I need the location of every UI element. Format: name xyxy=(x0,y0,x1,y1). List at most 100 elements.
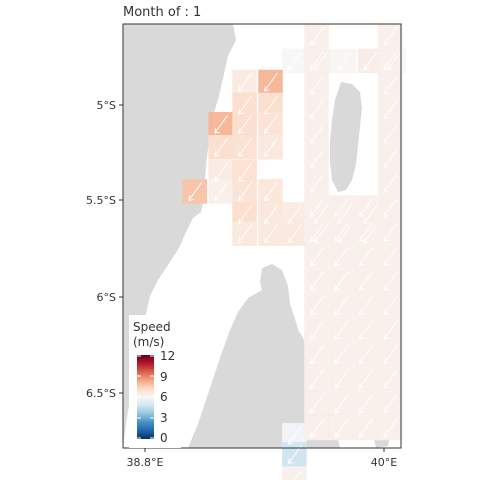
wind-arrow xyxy=(358,222,373,242)
x-tick-label: 38.8°E xyxy=(127,456,164,469)
map-title: Month of : 1 xyxy=(123,5,201,20)
wind-arrow xyxy=(383,369,398,389)
wind-arrow xyxy=(383,75,398,95)
wind-arrow xyxy=(238,72,252,92)
wind-arrow xyxy=(358,345,373,365)
wind-arrow xyxy=(263,114,278,134)
wind-arrow xyxy=(287,51,302,71)
legend-label: 9 xyxy=(160,370,168,384)
wind-arrow xyxy=(383,247,398,267)
wind-arrow xyxy=(358,198,373,218)
wind-arrow xyxy=(363,51,378,71)
y-tick-label: 5.5°S xyxy=(86,194,116,207)
wind-arrow xyxy=(334,296,349,316)
wind-arrow xyxy=(309,149,324,169)
map-panel xyxy=(122,23,407,480)
wind-arrow xyxy=(309,124,324,144)
wind-arrow xyxy=(334,345,349,365)
wind-arrow xyxy=(238,137,252,157)
wind-arrow xyxy=(363,205,378,225)
legend-label: 0 xyxy=(160,431,168,445)
wind-arrow xyxy=(358,247,373,267)
wind-arrow xyxy=(358,296,373,316)
wind-arrow xyxy=(309,394,324,414)
wind-arrow xyxy=(363,224,378,244)
wind-arrow xyxy=(309,345,324,365)
wind-arrow xyxy=(334,247,349,267)
wind-arrow xyxy=(383,149,398,169)
wind-arrow xyxy=(238,114,252,134)
wind-arrow xyxy=(383,222,398,242)
wind-arrow xyxy=(309,51,324,71)
legend-label: 3 xyxy=(160,411,168,425)
wind-arrow xyxy=(287,224,302,244)
wind-arrow xyxy=(383,198,398,218)
wind-arrow xyxy=(238,182,252,201)
wind-arrow xyxy=(238,162,252,182)
wind-arrow xyxy=(383,51,398,71)
y-tick-label: 6.5°S xyxy=(86,387,116,400)
x-axis: 38.8°E 40°E xyxy=(127,448,397,469)
wind-arrow xyxy=(358,418,373,438)
wind-arrow xyxy=(238,205,252,225)
wind-arrow xyxy=(309,247,324,267)
wind-arrow xyxy=(309,369,324,389)
wind-arrow xyxy=(309,271,324,291)
wind-arrow xyxy=(287,425,302,445)
legend-label: 6 xyxy=(160,390,168,404)
wind-arrow xyxy=(309,418,324,438)
wind-arrow xyxy=(263,137,278,157)
wind-arrow xyxy=(263,224,278,244)
legend-colorbar xyxy=(137,355,154,439)
x-tick-label: 40°E xyxy=(371,456,397,469)
wind-arrow xyxy=(313,51,328,71)
wind-arrow xyxy=(358,320,373,340)
wind-arrow xyxy=(309,26,324,46)
wind-arrow xyxy=(263,72,278,92)
speed-legend: Speed (m/s) 12 xyxy=(129,315,181,448)
wind-arrow xyxy=(383,418,398,438)
y-axis: 5°S 5.5°S 6°S 6.5°S xyxy=(86,99,123,400)
wind-arrow xyxy=(387,51,402,71)
zanzibar-island-land xyxy=(260,264,306,388)
wind-arrow xyxy=(293,470,302,480)
wind-arrow xyxy=(263,95,278,115)
wind-arrow xyxy=(287,205,302,225)
wind-arrow xyxy=(214,162,229,182)
wind-arrow xyxy=(214,137,229,157)
wind-arrow xyxy=(334,198,349,218)
wind-arrow xyxy=(309,173,324,193)
wind-arrow xyxy=(383,345,398,365)
wind-direction-arrows xyxy=(188,26,402,480)
wind-arrow xyxy=(238,95,252,115)
wind-arrow xyxy=(263,182,278,201)
legend-label: 12 xyxy=(160,349,175,363)
y-tick-label: 6°S xyxy=(97,291,116,304)
wind-arrow xyxy=(309,100,324,120)
wind-arrow xyxy=(337,205,352,225)
wind-arrow xyxy=(334,418,349,438)
legend-title-line1: Speed xyxy=(133,320,171,334)
wind-arrow xyxy=(214,182,229,201)
wind-arrow xyxy=(309,75,324,95)
southern-coast-land xyxy=(188,288,340,448)
wind-arrow xyxy=(383,26,398,46)
wind-arrow xyxy=(313,224,328,244)
pemba-island-land xyxy=(330,82,362,192)
wind-arrow xyxy=(358,369,373,389)
wind-arrow xyxy=(238,224,252,244)
wind-arrow xyxy=(358,271,373,291)
wind-arrow xyxy=(383,271,398,291)
mainland-land xyxy=(123,24,236,448)
wind-arrow xyxy=(334,271,349,291)
wind-arrow xyxy=(383,320,398,340)
wind-arrow xyxy=(383,394,398,414)
y-tick-label: 5°S xyxy=(97,99,116,112)
wind-arrow xyxy=(334,222,349,242)
wind-arrow xyxy=(337,224,352,244)
legend-title-line2: (m/s) xyxy=(133,335,164,349)
wind-arrow xyxy=(263,205,278,225)
wind-arrow xyxy=(383,173,398,193)
wind-arrow xyxy=(334,369,349,389)
